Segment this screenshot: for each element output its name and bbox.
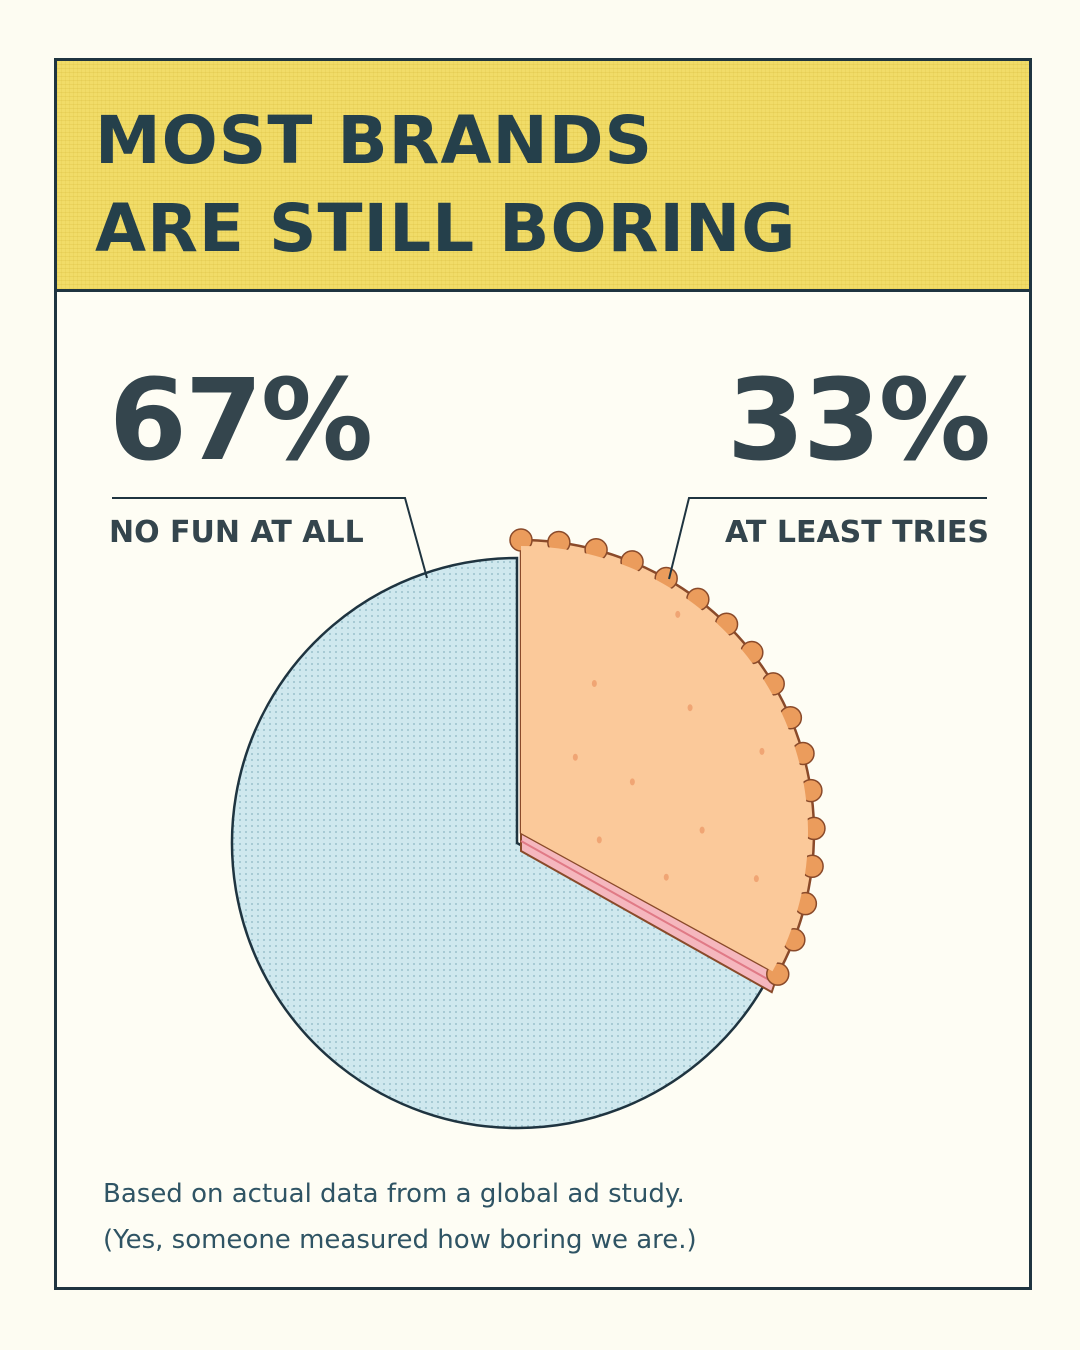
title-banner: MOST BRANDS ARE STILL BORING <box>57 61 1029 292</box>
title-line-1: MOST BRANDS <box>95 102 654 179</box>
pie-slice-no-fun <box>230 556 769 1130</box>
pie-speckle <box>699 826 705 834</box>
slice-label-tries: AT LEAST TRIES <box>725 515 989 550</box>
footnote-line-1: Based on actual data from a global ad st… <box>103 1179 685 1209</box>
footnote: Based on actual data from a global ad st… <box>103 1171 697 1263</box>
page-title: MOST BRANDS ARE STILL BORING <box>95 97 796 273</box>
title-line-2: ARE STILL BORING <box>95 190 797 267</box>
footnote-line-2: (Yes, someone measured how boring we are… <box>103 1225 697 1255</box>
leader-line-no-fun <box>112 497 428 579</box>
pie-speckle <box>687 704 693 712</box>
slice-label-no-fun: NO FUN AT ALL <box>109 515 364 550</box>
pie-speckle <box>753 875 759 883</box>
pie-speckle <box>572 753 578 761</box>
pie-speckle <box>629 778 635 786</box>
pie-speckle <box>663 873 669 881</box>
leader-line-tries <box>668 497 987 580</box>
slice-percentage-tries: 33% <box>726 356 991 486</box>
pie-chart <box>112 497 987 1130</box>
pie-slice-filling-stripe <box>520 840 776 985</box>
infographic-frame: MOST BRANDS ARE STILL BORING 67% NO FUN … <box>54 58 1032 1290</box>
pie-speckle <box>675 610 681 618</box>
slice-percentage-no-fun: 67% <box>109 356 373 486</box>
pie-layer <box>230 528 826 1130</box>
pie-slice-tries-fill <box>521 546 808 972</box>
leader-lines <box>112 497 987 580</box>
pie-speckle <box>759 747 765 755</box>
pie-speckle <box>596 836 602 844</box>
pie-speckle <box>591 680 597 688</box>
